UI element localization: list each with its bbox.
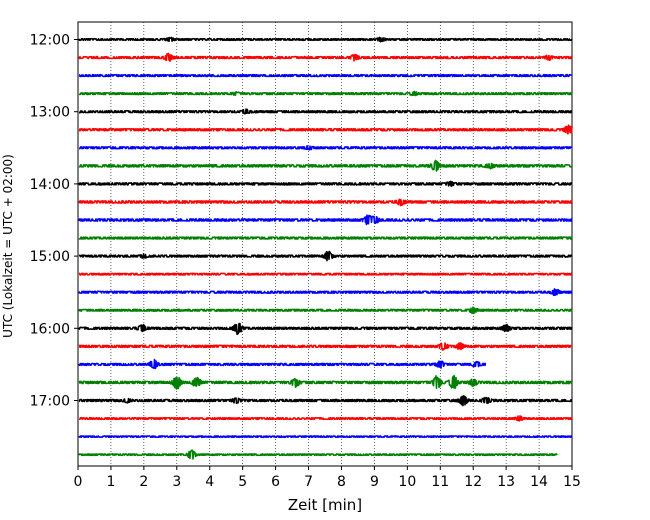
x-tick-label: 1 bbox=[106, 474, 115, 490]
trace-1230 bbox=[78, 73, 573, 78]
trace-1400 bbox=[78, 180, 573, 187]
y-tick-label: 13:00 bbox=[30, 105, 70, 121]
trace-1245 bbox=[78, 90, 573, 97]
trace-1545 bbox=[78, 306, 573, 315]
trace-1500 bbox=[78, 250, 573, 262]
y-tick-label: 12:00 bbox=[30, 33, 70, 49]
trace-1415 bbox=[78, 198, 573, 207]
x-tick-label: 0 bbox=[74, 474, 83, 490]
trace-1515 bbox=[78, 272, 573, 276]
trace-1345 bbox=[78, 159, 573, 172]
x-tick-label: 4 bbox=[205, 474, 214, 490]
y-tick-label: 16:00 bbox=[30, 321, 70, 337]
seismic-traces bbox=[78, 36, 573, 460]
x-tick-label: 5 bbox=[238, 474, 247, 490]
x-tick-label: 15 bbox=[563, 474, 581, 490]
x-tick-label: 14 bbox=[530, 474, 548, 490]
trace-1645 bbox=[78, 374, 573, 390]
trace-1445 bbox=[78, 236, 573, 240]
y-tick-label: 14:00 bbox=[30, 177, 70, 193]
trace-1215 bbox=[78, 52, 573, 62]
trace-1715 bbox=[78, 415, 573, 422]
x-tick-label: 2 bbox=[139, 474, 148, 490]
y-axis-ticks: 12:00 13:00 14:00 15:00 16:00 17:00 bbox=[30, 33, 78, 410]
x-tick-label: 11 bbox=[431, 474, 449, 490]
x-tick-label: 12 bbox=[464, 474, 482, 490]
y-axis-label: UTC (Lokalzeit = UTC + 02:00) bbox=[1, 154, 15, 338]
trace-1330 bbox=[78, 145, 573, 151]
x-tick-label: 13 bbox=[497, 474, 515, 490]
trace-1530 bbox=[78, 288, 573, 297]
x-axis-label: Zeit [min] bbox=[288, 496, 362, 514]
x-axis-ticks: 0 1 2 3 4 5 6 7 8 9 10 11 12 13 14 15 bbox=[74, 466, 581, 490]
trace-1730 bbox=[78, 435, 573, 439]
trace-1430 bbox=[78, 214, 573, 226]
trace-1200 bbox=[78, 36, 573, 43]
trace-1700 bbox=[78, 395, 573, 407]
y-tick-label: 15:00 bbox=[30, 249, 70, 265]
x-tick-label: 10 bbox=[398, 474, 416, 490]
trace-1630 bbox=[78, 358, 487, 370]
x-tick-label: 3 bbox=[172, 474, 181, 490]
trace-1300 bbox=[78, 108, 573, 115]
trace-1745 bbox=[78, 449, 558, 460]
x-tick-label: 6 bbox=[271, 474, 280, 490]
plot-frame bbox=[77, 21, 573, 467]
trace-1315 bbox=[78, 124, 573, 135]
x-tick-label: 9 bbox=[370, 474, 379, 490]
trace-1615 bbox=[78, 342, 573, 351]
y-tick-label: 17:00 bbox=[30, 394, 70, 410]
trace-1600 bbox=[78, 322, 573, 335]
vertical-grid bbox=[110, 22, 540, 466]
x-tick-label: 7 bbox=[304, 474, 313, 490]
x-tick-label: 8 bbox=[337, 474, 346, 490]
